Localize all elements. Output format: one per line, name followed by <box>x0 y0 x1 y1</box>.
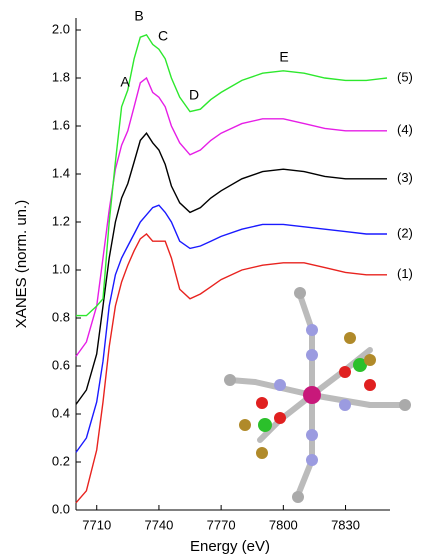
peak-annotation: E <box>279 49 288 65</box>
peak-annotation: B <box>134 8 143 24</box>
x-tick-label: 7740 <box>144 517 173 532</box>
x-tick-label: 7710 <box>82 517 111 532</box>
series-label: (2) <box>397 225 413 240</box>
y-axis-label: XANES (norm. un.) <box>13 200 30 328</box>
peak-annotation: D <box>189 87 199 103</box>
peak-annotation: C <box>158 28 168 44</box>
series-label: (4) <box>397 122 413 137</box>
chart: Energy (eV) XANES (norm. un.) 0.0 0.2 0.4 0… <box>0 0 423 559</box>
y-tick-label: 1.2 <box>52 213 70 228</box>
y-tick-label: 0.0 <box>52 501 70 516</box>
y-tick-label: 0.8 <box>52 309 70 324</box>
y-tick-label: 1.8 <box>52 69 70 84</box>
series-label: (3) <box>397 170 413 185</box>
x-axis-label: Energy (eV) <box>190 538 270 555</box>
x-tick-label: 7770 <box>207 517 236 532</box>
series-label: (5) <box>397 69 413 84</box>
y-tick-label: 1.0 <box>52 261 70 276</box>
x-tick-label: 7800 <box>269 517 298 532</box>
series-line <box>76 205 387 452</box>
y-tick-label: 0.4 <box>52 405 70 420</box>
x-tick-label: 7830 <box>331 517 360 532</box>
y-tick-label: 0.6 <box>52 357 70 372</box>
y-tick-label: 1.6 <box>52 117 70 132</box>
series-line <box>76 78 387 356</box>
peak-annotation: A <box>120 74 130 90</box>
y-tick-label: 2.0 <box>52 21 70 36</box>
y-tick-label: 0.2 <box>52 453 70 468</box>
y-tick-label: 1.4 <box>52 165 70 180</box>
series-line <box>76 133 387 404</box>
series-label: (1) <box>397 266 413 281</box>
molecule-inset <box>224 287 411 503</box>
